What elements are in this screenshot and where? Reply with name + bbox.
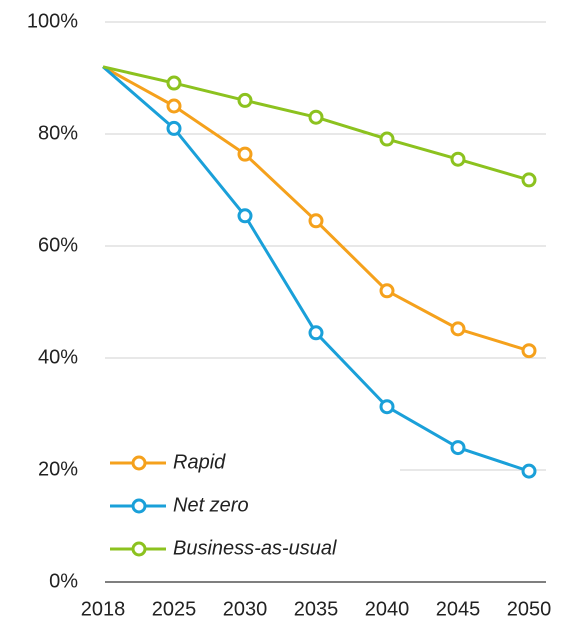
marker: [166, 75, 182, 91]
marker: [379, 399, 395, 415]
y-tick-label: 40%: [38, 346, 78, 368]
marker: [521, 172, 537, 188]
marker: [521, 463, 537, 479]
marker: [166, 98, 182, 114]
line: [102, 65, 530, 353]
legend-label: Business-as-usual: [173, 537, 337, 559]
marker: [521, 343, 537, 359]
marker: [237, 92, 253, 108]
x-tick-label: 2035: [294, 598, 339, 620]
marker: [379, 131, 395, 147]
y-tick-label: 20%: [38, 458, 78, 480]
marker: [450, 440, 466, 456]
legend-label: Rapid: [173, 451, 226, 473]
legend-marker: [131, 455, 147, 471]
legend-label: Net zero: [173, 494, 249, 516]
y-tick-label: 60%: [38, 234, 78, 256]
x-tick-label: 2025: [152, 598, 197, 620]
x-tick-label: 2030: [223, 598, 268, 620]
marker: [308, 213, 324, 229]
legend: Rapid Net zero Business-as-usual: [100, 440, 400, 570]
x-tick-label: 2040: [365, 598, 410, 620]
y-tick-label: 80%: [38, 122, 78, 144]
legend-marker: [131, 541, 147, 557]
marker: [450, 151, 466, 167]
marker: [166, 120, 182, 136]
x-tick-label: 2018: [81, 598, 126, 620]
x-tick-label: 2045: [436, 598, 481, 620]
marker: [237, 208, 253, 224]
y-tick-label: 0%: [49, 570, 78, 592]
marker: [379, 283, 395, 299]
marker: [308, 109, 324, 125]
y-tick-label: 100%: [27, 10, 78, 32]
marker: [450, 321, 466, 337]
marker: [237, 146, 253, 162]
marker: [308, 325, 324, 341]
x-tick-label: 2050: [507, 598, 552, 620]
legend-marker: [131, 498, 147, 514]
